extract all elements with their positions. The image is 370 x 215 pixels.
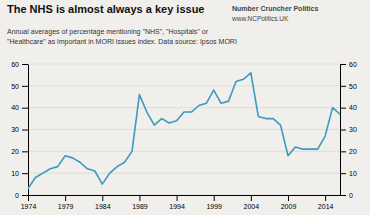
tick-label: 20 [349, 148, 357, 155]
tick: 1989 [132, 195, 148, 210]
tick: 20 [11, 148, 28, 155]
tick-label: 2014 [318, 203, 334, 210]
tick-mark [22, 86, 28, 87]
grid-line [28, 173, 340, 174]
tick-mark [177, 195, 178, 201]
tick: 2004 [244, 195, 260, 210]
tick-mark [22, 108, 28, 109]
tick: 40 [340, 104, 357, 111]
grid [28, 64, 340, 195]
axis: 1974 1979 1984 1989 1994 1999 2004 2009 2014 [21, 195, 341, 210]
tick-label: 2009 [281, 203, 297, 210]
grid-line [28, 107, 340, 108]
tick: 0 [340, 192, 353, 199]
tick-mark [22, 151, 28, 152]
tick: 1974 [21, 195, 37, 210]
tick-mark [340, 130, 346, 131]
tick-mark [340, 108, 346, 109]
tick: 50 [340, 83, 357, 90]
tick-mark [288, 195, 289, 201]
tick-label: 2004 [244, 203, 260, 210]
tick-label: 1989 [132, 203, 148, 210]
tick: 60 [11, 61, 28, 68]
axis-domain [29, 195, 341, 196]
grid-line [28, 64, 340, 65]
tick: 1979 [58, 195, 74, 210]
axis: 0 10 20 30 40 50 60 [340, 61, 357, 199]
tick-label: 10 [349, 170, 357, 177]
tick-label: 1994 [169, 203, 185, 210]
line [28, 73, 340, 189]
title: The NHS is almost always a key issue [7, 3, 204, 15]
tick: 50 [11, 83, 28, 90]
grid-line [28, 151, 340, 152]
tick-label: 1974 [21, 203, 37, 210]
tick-mark [340, 86, 346, 87]
tick-label: 1979 [58, 203, 74, 210]
tick-mark [102, 195, 103, 201]
tick-mark [65, 195, 66, 201]
tick-label: 60 [349, 61, 357, 68]
subtitle-line: "Healthcare" as important in MORI issues… [7, 38, 237, 46]
tick-mark [340, 151, 346, 152]
grid-line [28, 195, 340, 196]
subtitle: Annual averages of percentage mentioning… [7, 28, 237, 46]
tick-label: 10 [11, 170, 19, 177]
tick-label: 0 [15, 192, 19, 199]
tick: 1994 [169, 195, 185, 210]
tick-mark [340, 195, 346, 196]
tick-mark [139, 195, 140, 201]
tick-mark [214, 195, 215, 201]
tick-label: 60 [11, 61, 19, 68]
tick: 30 [340, 126, 357, 133]
tick-mark [28, 195, 29, 201]
annotation: www.NCPolitics.UK [231, 15, 289, 22]
annotation: Number Cruncher Politics [232, 5, 318, 12]
tick-mark [340, 173, 346, 174]
tick-label: 40 [349, 104, 357, 111]
tick: 10 [340, 170, 357, 177]
grid-line [28, 85, 340, 86]
tick-mark [325, 195, 326, 201]
tick: 0 [15, 192, 28, 199]
tick-label: 30 [11, 126, 19, 133]
tick-label: 20 [11, 148, 19, 155]
axis: 0 10 20 30 40 50 60 [11, 61, 28, 199]
tick-label: 50 [11, 83, 19, 90]
subtitle-line: Annual averages of percentage mentioning… [7, 28, 209, 36]
tick: 1984 [95, 195, 111, 210]
tick: 60 [340, 61, 357, 68]
tick-mark [22, 195, 28, 196]
tick-label: 40 [11, 104, 19, 111]
tick-mark [251, 195, 252, 201]
tick-label: 1984 [95, 203, 111, 210]
tick-label: 1999 [206, 203, 222, 210]
chart: The NHS is almost always a key issue Annu… [0, 0, 370, 215]
tick: 2014 [318, 195, 334, 210]
tick: 30 [11, 126, 28, 133]
tick-mark [22, 64, 28, 65]
marks [28, 73, 340, 189]
tick: 10 [11, 170, 28, 177]
tick-mark [22, 130, 28, 131]
tick: 1999 [206, 195, 222, 210]
tick-label: 30 [349, 126, 357, 133]
tick-label: 0 [349, 192, 353, 199]
tick: 2009 [281, 195, 297, 210]
plot: 1974 1979 1984 1989 1994 1999 2004 2009 2014 0 10 2… [11, 61, 357, 210]
tick-mark [22, 173, 28, 174]
tick: 20 [340, 148, 357, 155]
tick: 40 [11, 104, 28, 111]
grid-line [28, 129, 340, 130]
tick-mark [340, 64, 346, 65]
tick-label: 50 [349, 83, 357, 90]
axis-domain [28, 65, 29, 196]
